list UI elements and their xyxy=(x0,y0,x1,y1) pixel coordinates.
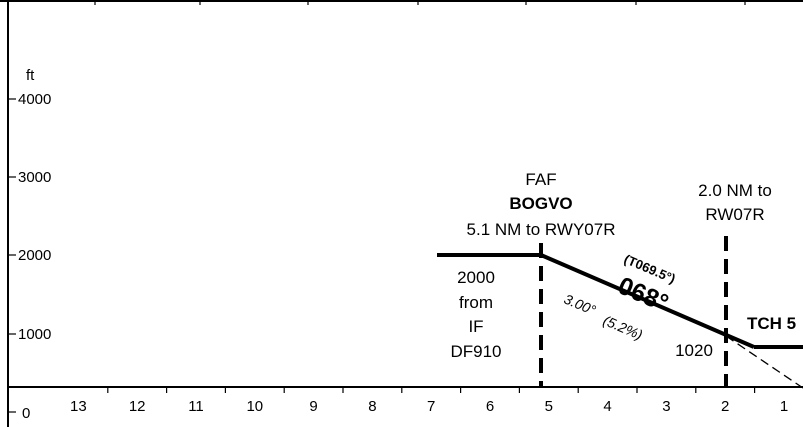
altitude-tick-label: 4000 xyxy=(18,91,51,108)
top-ruler-ticks xyxy=(94,1,746,5)
altitude-tick-label: 2000 xyxy=(18,247,51,264)
gradient-label: (5.2%) xyxy=(601,312,645,343)
altitude-tick-label: 3000 xyxy=(18,169,51,186)
distance-tick-label: 10 xyxy=(246,398,263,415)
glidepath-extension-dashed xyxy=(725,335,803,389)
altitude-tick-label: 1000 xyxy=(18,326,51,343)
distance-tick-label: 4 xyxy=(603,398,611,415)
altitude-unit-label: ft xyxy=(26,67,35,84)
distance-tick-label: 2 xyxy=(721,398,729,415)
distance-tick-label: 11 xyxy=(188,398,204,415)
segment-note-line: DF910 xyxy=(450,342,501,361)
distance-tick-label: 9 xyxy=(309,398,317,415)
distance-tick-label: 7 xyxy=(427,398,435,415)
faf-label: FAF xyxy=(525,170,556,189)
distance-tick-label: 3 xyxy=(662,398,670,415)
distance-tick-label: 6 xyxy=(486,398,494,415)
final-descent-path xyxy=(540,253,755,349)
stepdown-fix-distance-line1: 2.0 NM to xyxy=(698,181,772,200)
glide-angle-label: 3.00° xyxy=(562,291,599,319)
segment-note-line: 2000 xyxy=(457,268,495,287)
distance-tick-marks xyxy=(107,387,756,393)
tch-label: TCH 5 xyxy=(747,314,796,333)
distance-tick-label: 13 xyxy=(70,398,87,415)
stepdown-fix-distance-line2: RW07R xyxy=(705,205,764,224)
distance-tick-label: 1 xyxy=(780,398,788,415)
distance-tick-label: 8 xyxy=(368,398,376,415)
altitude-tick-marks xyxy=(8,98,16,413)
faf-name: BOGVO xyxy=(509,194,572,213)
altitude-at-fix-label: 1020 xyxy=(675,341,713,360)
faf-distance-text: 5.1 NM to RWY07R xyxy=(467,220,616,239)
distance-tick-label: 5 xyxy=(545,398,553,415)
altitude-tick-label: 0 xyxy=(22,405,30,422)
distance-tick-labels: 13 12 11 10 9 8 7 6 5 4 3 2 1 xyxy=(70,398,788,415)
segment-note-line: from xyxy=(459,293,493,312)
distance-tick-label: 12 xyxy=(129,398,146,415)
segment-note-line: IF xyxy=(468,317,483,336)
